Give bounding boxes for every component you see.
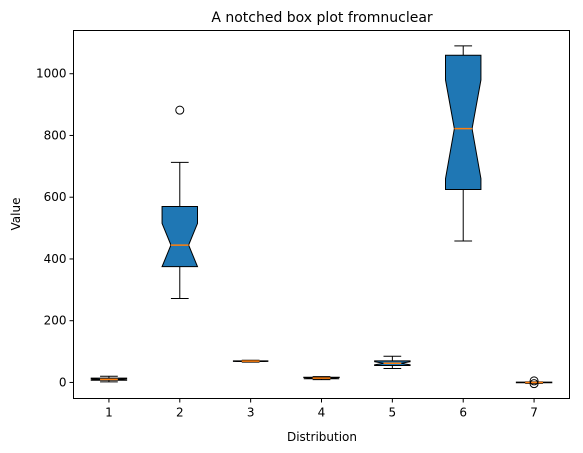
x-tick-label: 4 (318, 406, 326, 420)
y-tick-label: 600 (44, 190, 67, 204)
y-tick-label: 1000 (36, 67, 67, 81)
box-group-1 (90, 375, 128, 383)
box-group-5 (374, 355, 411, 370)
y-axis-label: Value (9, 198, 23, 231)
x-axis-ticks: 1 2 3 4 5 6 7 (105, 398, 538, 420)
y-tick-label: 800 (44, 128, 67, 142)
box-group-2 (161, 105, 199, 299)
chart-title: A notched box plot fromnuclear (211, 10, 433, 26)
notched-box (445, 54, 482, 190)
x-tick-label: 2 (176, 406, 184, 420)
box-group-4 (303, 376, 340, 381)
y-tick-label: 0 (59, 375, 67, 389)
notched-box (161, 205, 199, 268)
y-axis-ticks: 0 200 400 600 800 1000 (36, 67, 74, 389)
box-group-7 (515, 376, 553, 389)
outlier-point (529, 376, 539, 386)
x-tick-label: 5 (389, 406, 397, 420)
box-group-3 (232, 359, 269, 363)
x-tick-label: 1 (105, 406, 113, 420)
x-tick-label: 3 (247, 406, 255, 420)
box-group-6 (445, 45, 482, 242)
outlier-point (175, 105, 185, 115)
plot-frame (73, 30, 570, 399)
y-tick-label: 200 (44, 314, 67, 328)
x-tick-label: 7 (530, 406, 538, 420)
outlier-point (529, 379, 539, 389)
x-tick-label: 6 (459, 406, 467, 420)
x-axis-label: Distribution (287, 430, 357, 444)
plot-area (90, 45, 553, 389)
y-tick-label: 400 (44, 252, 67, 266)
